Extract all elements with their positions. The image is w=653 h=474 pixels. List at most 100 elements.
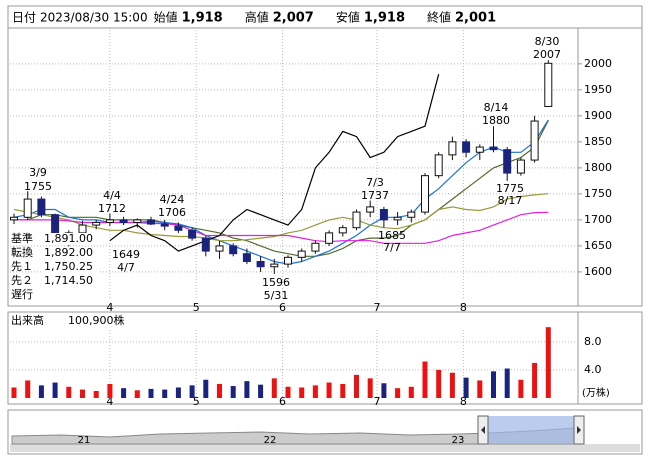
y-tick-label: 2000 [584,57,612,70]
candle-body [270,263,279,268]
header-label: 始値 [154,10,178,25]
annotation-date: 7/3 [366,176,384,189]
candle-body [530,120,539,161]
candle-body [256,261,265,268]
x-tick-label: 5 [193,395,200,408]
candle-body [23,198,32,218]
x-tick-label: 5 [193,301,200,314]
candle-body [434,154,443,177]
volume-bar [271,378,277,398]
x-tick-label: 4 [106,395,113,408]
volume-bar [162,389,168,398]
volume-bar [11,387,17,398]
volume-bar [244,381,250,398]
header-value: 1,918 [364,11,405,26]
candle-body [366,206,375,213]
header-label: 終値 [427,10,451,25]
volume-bar [175,387,181,398]
legend-box [42,275,100,287]
volume-bar [148,388,154,398]
volume-bar [285,386,291,398]
y-tick-label: 1850 [584,135,612,148]
indicator-line [13,119,549,265]
volume-bar [491,371,496,398]
volume-bar [545,327,551,398]
annotation-date: 4/4 [103,189,121,202]
header-label: 高値 [245,10,269,25]
annotation-price: 2007 [533,48,561,61]
volume-bar [230,386,236,398]
indicator-line [13,193,549,242]
candle-body [325,232,334,244]
annotation-price: 1706 [158,206,186,219]
volume-bar [80,389,85,398]
volume-bar [25,380,31,398]
x-tick-label: 4 [106,301,113,314]
volume-bar [504,368,510,398]
navigator-label: 22 [264,435,277,446]
header-value: 2,007 [273,11,314,26]
navigator-selection[interactable] [486,416,576,444]
x-tick-label: 6 [279,301,286,314]
volume-bar [477,380,483,398]
candle-body [147,219,155,225]
header-label: 日付 [12,11,36,25]
candle-body [215,245,224,252]
volume-bar [340,383,346,398]
annotation-date: 4/24 [160,193,185,206]
y-tick-label: 1950 [584,83,612,96]
annotation-date: 8/17 [498,194,523,207]
volume-bar [258,384,264,398]
y-tick-label: 1900 [584,109,612,122]
annotation-price: 1712 [98,202,126,215]
legend-value: 1,714.50 [44,274,93,287]
candle-body [10,216,18,221]
volume-bar [326,382,332,398]
indicator-line [109,74,440,252]
annotation-date: 3/9 [29,166,47,179]
legend-name: 先２ [11,274,33,287]
annotation-price: 1775 [496,182,524,195]
candle-body [338,227,347,234]
volume-bar [449,372,455,398]
header-value: 1,918 [182,11,223,26]
candle-body [92,221,101,226]
annotation-price: 1755 [24,180,52,193]
volume-bar [107,383,113,398]
y-tick-label: 1800 [584,161,612,174]
x-tick-label: 7 [374,395,381,408]
annotation-date: 4/7 [117,261,135,274]
x-tick-label: 7 [374,301,381,314]
candle-body [448,141,457,156]
candle-body [475,146,484,153]
volume-bar [189,385,195,398]
candle-body [174,225,183,231]
candle-body [297,250,306,258]
legend-value: 1,750.25 [44,260,93,273]
annotation-date: 8/30 [535,35,560,48]
candle-body [352,211,361,229]
volume-bar [463,377,469,398]
volume-bar [66,386,72,398]
annotation-price: 1685 [378,229,406,242]
volume-bar [38,385,44,398]
candle-body [119,219,128,223]
x-tick-label: 8 [460,395,467,408]
candle-body [37,198,46,216]
volume-bar [134,390,140,398]
navigator-scrollbar [10,444,640,452]
y-tick-label: 1750 [584,187,612,200]
x-tick-label: 8 [460,301,467,314]
candle-body [201,237,210,252]
navigator-label: 23 [452,435,465,446]
volume-title-value: 100,900株 [68,313,125,327]
annotation-price: 1880 [482,114,510,127]
legend-name: 基準 [11,231,33,245]
indicator-line [14,120,549,257]
volume-title: 出来高 [11,313,44,327]
header-value: 2,001 [455,11,496,26]
legend-box [42,247,100,259]
volume-bar [52,382,58,398]
x-tick-label: 6 [279,395,286,408]
